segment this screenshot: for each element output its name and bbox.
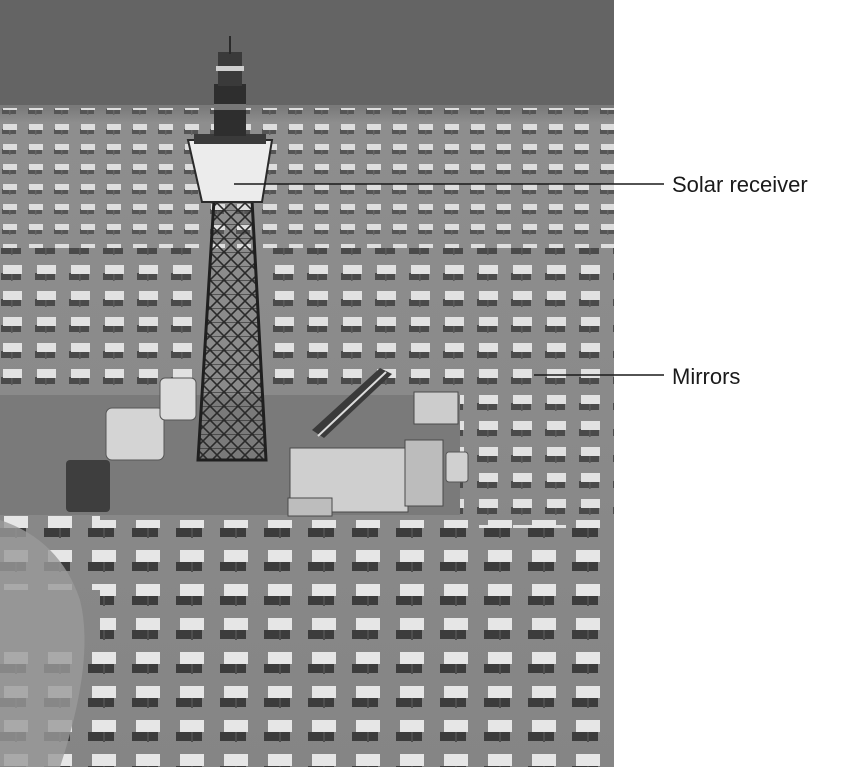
conveyor-rail <box>317 371 387 437</box>
mirror-field-mid-right <box>262 248 614 418</box>
mirrors-label: Mirrors <box>672 364 741 389</box>
tower-upper-band <box>214 104 246 110</box>
control-building-annex <box>404 439 444 507</box>
storage-tank-tall <box>159 377 197 421</box>
mirror-field-right-side <box>440 418 614 528</box>
far-desert-band <box>0 0 614 105</box>
far-desert-texture <box>0 0 614 105</box>
receiver-top-cap <box>194 134 266 144</box>
tower-top-band <box>216 66 244 71</box>
photo-area <box>0 0 614 767</box>
solar-receiver-body <box>186 139 274 203</box>
storage-tank-large <box>105 407 165 461</box>
tower-lattice <box>198 200 266 460</box>
small-tank-right <box>445 451 469 483</box>
small-shed <box>413 391 459 425</box>
central-tower <box>186 36 274 462</box>
low-block <box>287 497 333 517</box>
mirror-field-mid-left <box>0 248 200 398</box>
solar-receiver-label: Solar receiver <box>672 172 808 197</box>
access-road <box>0 520 85 767</box>
heliostat-field <box>0 108 614 767</box>
mirror-field-near <box>100 520 614 767</box>
mirror-field-far <box>0 108 614 248</box>
dark-tank <box>66 460 110 512</box>
